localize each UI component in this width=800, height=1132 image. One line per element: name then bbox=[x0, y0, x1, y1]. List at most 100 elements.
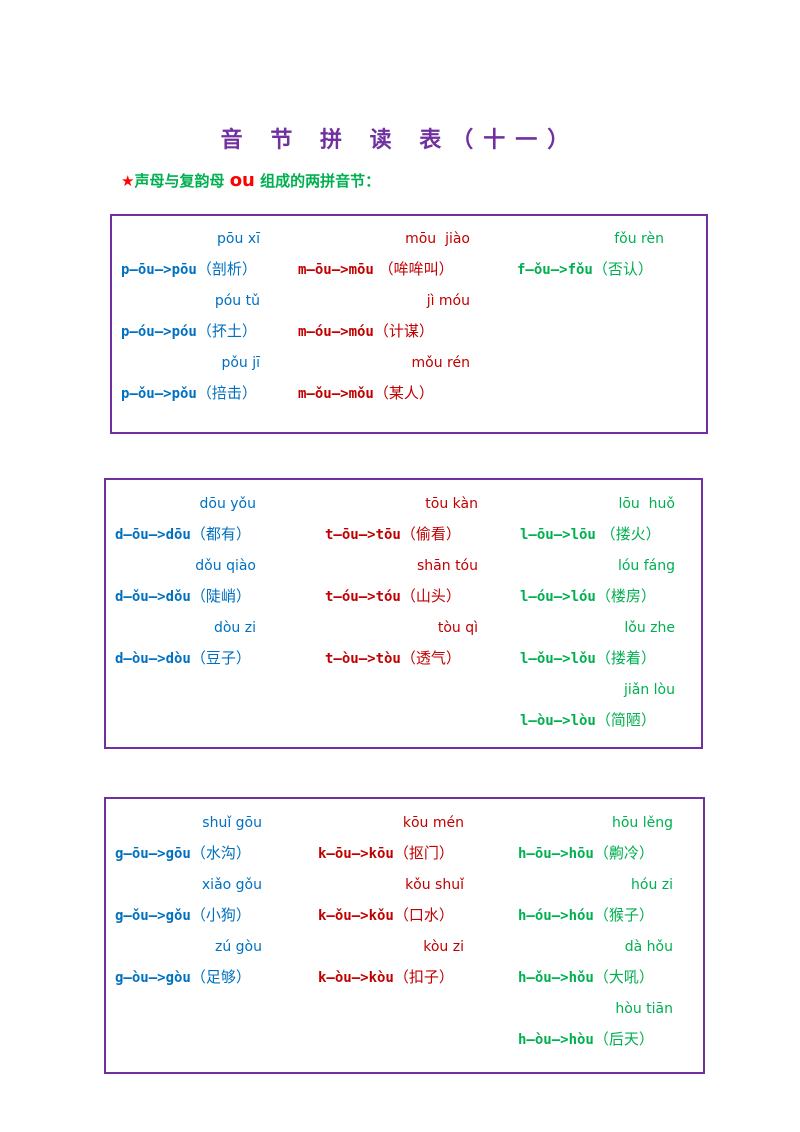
pinyin-label: kōu mén bbox=[402, 815, 464, 831]
example-word: （掊击） bbox=[196, 384, 257, 402]
pinyin-label: dōu yǒu bbox=[199, 496, 257, 512]
spelling-formula: l—òu—>lòu bbox=[520, 713, 596, 729]
pinyin-label: shān tóu bbox=[417, 558, 478, 574]
heading-suffix: 组成的两拼音节： bbox=[254, 172, 381, 190]
example-word: （扣子） bbox=[393, 968, 454, 986]
example-word: （搂着） bbox=[595, 649, 656, 667]
example-word: （大吼） bbox=[593, 968, 654, 986]
example-word: （楼房） bbox=[595, 587, 656, 605]
spelling-row: h—ōu—>hōu（齁冷） bbox=[518, 844, 654, 863]
pinyin-label: lōu huǒ bbox=[618, 496, 675, 512]
spelling-row: p—ōu—>pōu（剖析） bbox=[121, 260, 257, 279]
spelling-row: d—òu—>dòu（豆子） bbox=[115, 649, 251, 668]
pinyin-label: póu tǔ bbox=[214, 293, 260, 309]
example-word: （齁冷） bbox=[593, 844, 654, 862]
spelling-formula: l—ǒu—>lǒu bbox=[520, 651, 596, 667]
spelling-row: l—ōu—>lōu （搂火） bbox=[520, 525, 661, 544]
spelling-formula: l—ōu—>lōu bbox=[520, 527, 596, 543]
spelling-row: d—ōu—>dōu（都有） bbox=[115, 525, 251, 544]
spelling-formula: p—ōu—>pōu bbox=[121, 262, 197, 278]
spelling-formula: t—óu—>tóu bbox=[325, 589, 401, 605]
spelling-formula: h—òu—>hòu bbox=[518, 1032, 594, 1048]
spelling-row: g—ǒu—>gǒu（小狗） bbox=[115, 906, 251, 925]
spelling-formula: h—óu—>hóu bbox=[518, 908, 594, 924]
pinyin-label: dà hǒu bbox=[624, 939, 673, 955]
example-word: （口水） bbox=[393, 906, 454, 924]
spelling-row: k—òu—>kòu（扣子） bbox=[318, 968, 454, 987]
syllable-box-d-t-l bbox=[104, 478, 703, 749]
pinyin-label: jiǎn lòu bbox=[623, 682, 675, 698]
spelling-formula: g—ǒu—>gǒu bbox=[115, 908, 191, 924]
example-word: （小狗） bbox=[190, 906, 251, 924]
section-heading: ★声母与复韵母 ou 组成的两拼音节： bbox=[121, 170, 380, 191]
example-word: （后天） bbox=[593, 1030, 654, 1048]
example-word: （哞哞叫） bbox=[373, 260, 454, 278]
example-word: （猴子） bbox=[593, 906, 654, 924]
pinyin-label: lóu fáng bbox=[617, 558, 675, 574]
spelling-formula: h—ōu—>hōu bbox=[518, 846, 594, 862]
spelling-formula: p—óu—>póu bbox=[121, 324, 197, 340]
spelling-formula: h—ǒu—>hǒu bbox=[518, 970, 594, 986]
example-word: （透气） bbox=[400, 649, 461, 667]
pinyin-label: shuǐ gōu bbox=[202, 815, 262, 831]
pinyin-label: tōu kàn bbox=[425, 496, 478, 512]
spelling-row: m—ōu—>mōu （哞哞叫） bbox=[298, 260, 454, 279]
spelling-formula: d—ōu—>dōu bbox=[115, 527, 191, 543]
spelling-row: h—óu—>hóu（猴子） bbox=[518, 906, 654, 925]
pinyin-label: mǒu rén bbox=[411, 355, 470, 371]
spelling-row: h—ǒu—>hǒu（大吼） bbox=[518, 968, 654, 987]
star-icon: ★ bbox=[121, 172, 135, 190]
spelling-formula: l—óu—>lóu bbox=[520, 589, 596, 605]
spelling-formula: t—ōu—>tōu bbox=[325, 527, 401, 543]
spelling-row: t—òu—>tòu（透气） bbox=[325, 649, 461, 668]
spelling-row: k—ōu—>kōu（抠门） bbox=[318, 844, 454, 863]
pinyin-label: dòu zi bbox=[213, 620, 256, 636]
pinyin-label: kòu zi bbox=[423, 939, 464, 955]
pinyin-label: zú gòu bbox=[215, 939, 262, 955]
spelling-formula: g—òu—>gòu bbox=[115, 970, 191, 986]
spelling-row: m—ǒu—>mǒu（某人） bbox=[298, 384, 434, 403]
example-word: （足够） bbox=[190, 968, 251, 986]
example-word: （都有） bbox=[190, 525, 251, 543]
spelling-formula: f—ǒu—>fǒu bbox=[517, 262, 593, 278]
syllable-box-p-m-f bbox=[110, 214, 708, 434]
pinyin-label: pǒu jī bbox=[221, 355, 260, 371]
example-word: （某人） bbox=[373, 384, 434, 402]
spelling-formula: m—óu—>móu bbox=[298, 324, 374, 340]
spelling-formula: k—òu—>kòu bbox=[318, 970, 394, 986]
example-word: （剖析） bbox=[196, 260, 257, 278]
spelling-row: p—ǒu—>pǒu（掊击） bbox=[121, 384, 257, 403]
heading-prefix: 声母与复韵母 bbox=[134, 172, 230, 190]
spelling-row: l—óu—>lóu（楼房） bbox=[520, 587, 656, 606]
example-word: （水沟） bbox=[190, 844, 251, 862]
example-word: （简陋） bbox=[595, 711, 656, 729]
spelling-row: p—óu—>póu（抔土） bbox=[121, 322, 257, 341]
example-word: （否认） bbox=[592, 260, 653, 278]
pinyin-label: hòu tiān bbox=[615, 1001, 673, 1017]
syllable-box-g-k-h bbox=[104, 797, 705, 1074]
example-word: （陡峭） bbox=[190, 587, 251, 605]
spelling-row: g—òu—>gòu（足够） bbox=[115, 968, 251, 987]
pinyin-label: kǒu shuǐ bbox=[405, 877, 464, 893]
example-word: （豆子） bbox=[190, 649, 251, 667]
spelling-formula: t—òu—>tòu bbox=[325, 651, 401, 667]
spelling-row: l—òu—>lòu（简陋） bbox=[520, 711, 656, 730]
spelling-formula: g—ōu—>gōu bbox=[115, 846, 191, 862]
pinyin-label: hóu zi bbox=[631, 877, 673, 893]
example-word: （计谋） bbox=[373, 322, 434, 340]
example-word: （偷看） bbox=[400, 525, 461, 543]
pinyin-label: xiǎo gǒu bbox=[201, 877, 262, 893]
pinyin-label: hōu lěng bbox=[611, 815, 673, 831]
spelling-formula: p—ǒu—>pǒu bbox=[121, 386, 197, 402]
pinyin-label: pōu xī bbox=[217, 231, 260, 247]
spelling-row: h—òu—>hòu（后天） bbox=[518, 1030, 654, 1049]
spelling-row: k—ǒu—>kǒu（口水） bbox=[318, 906, 454, 925]
example-word: （抠门） bbox=[393, 844, 454, 862]
spelling-formula: k—ǒu—>kǒu bbox=[318, 908, 394, 924]
pinyin-label: tòu qì bbox=[437, 620, 478, 636]
spelling-row: m—óu—>móu（计谋） bbox=[298, 322, 434, 341]
spelling-formula: m—ǒu—>mǒu bbox=[298, 386, 374, 402]
spelling-row: t—óu—>tóu（山头） bbox=[325, 587, 461, 606]
example-word: （抔土） bbox=[196, 322, 257, 340]
spelling-row: g—ōu—>gōu（水沟） bbox=[115, 844, 251, 863]
